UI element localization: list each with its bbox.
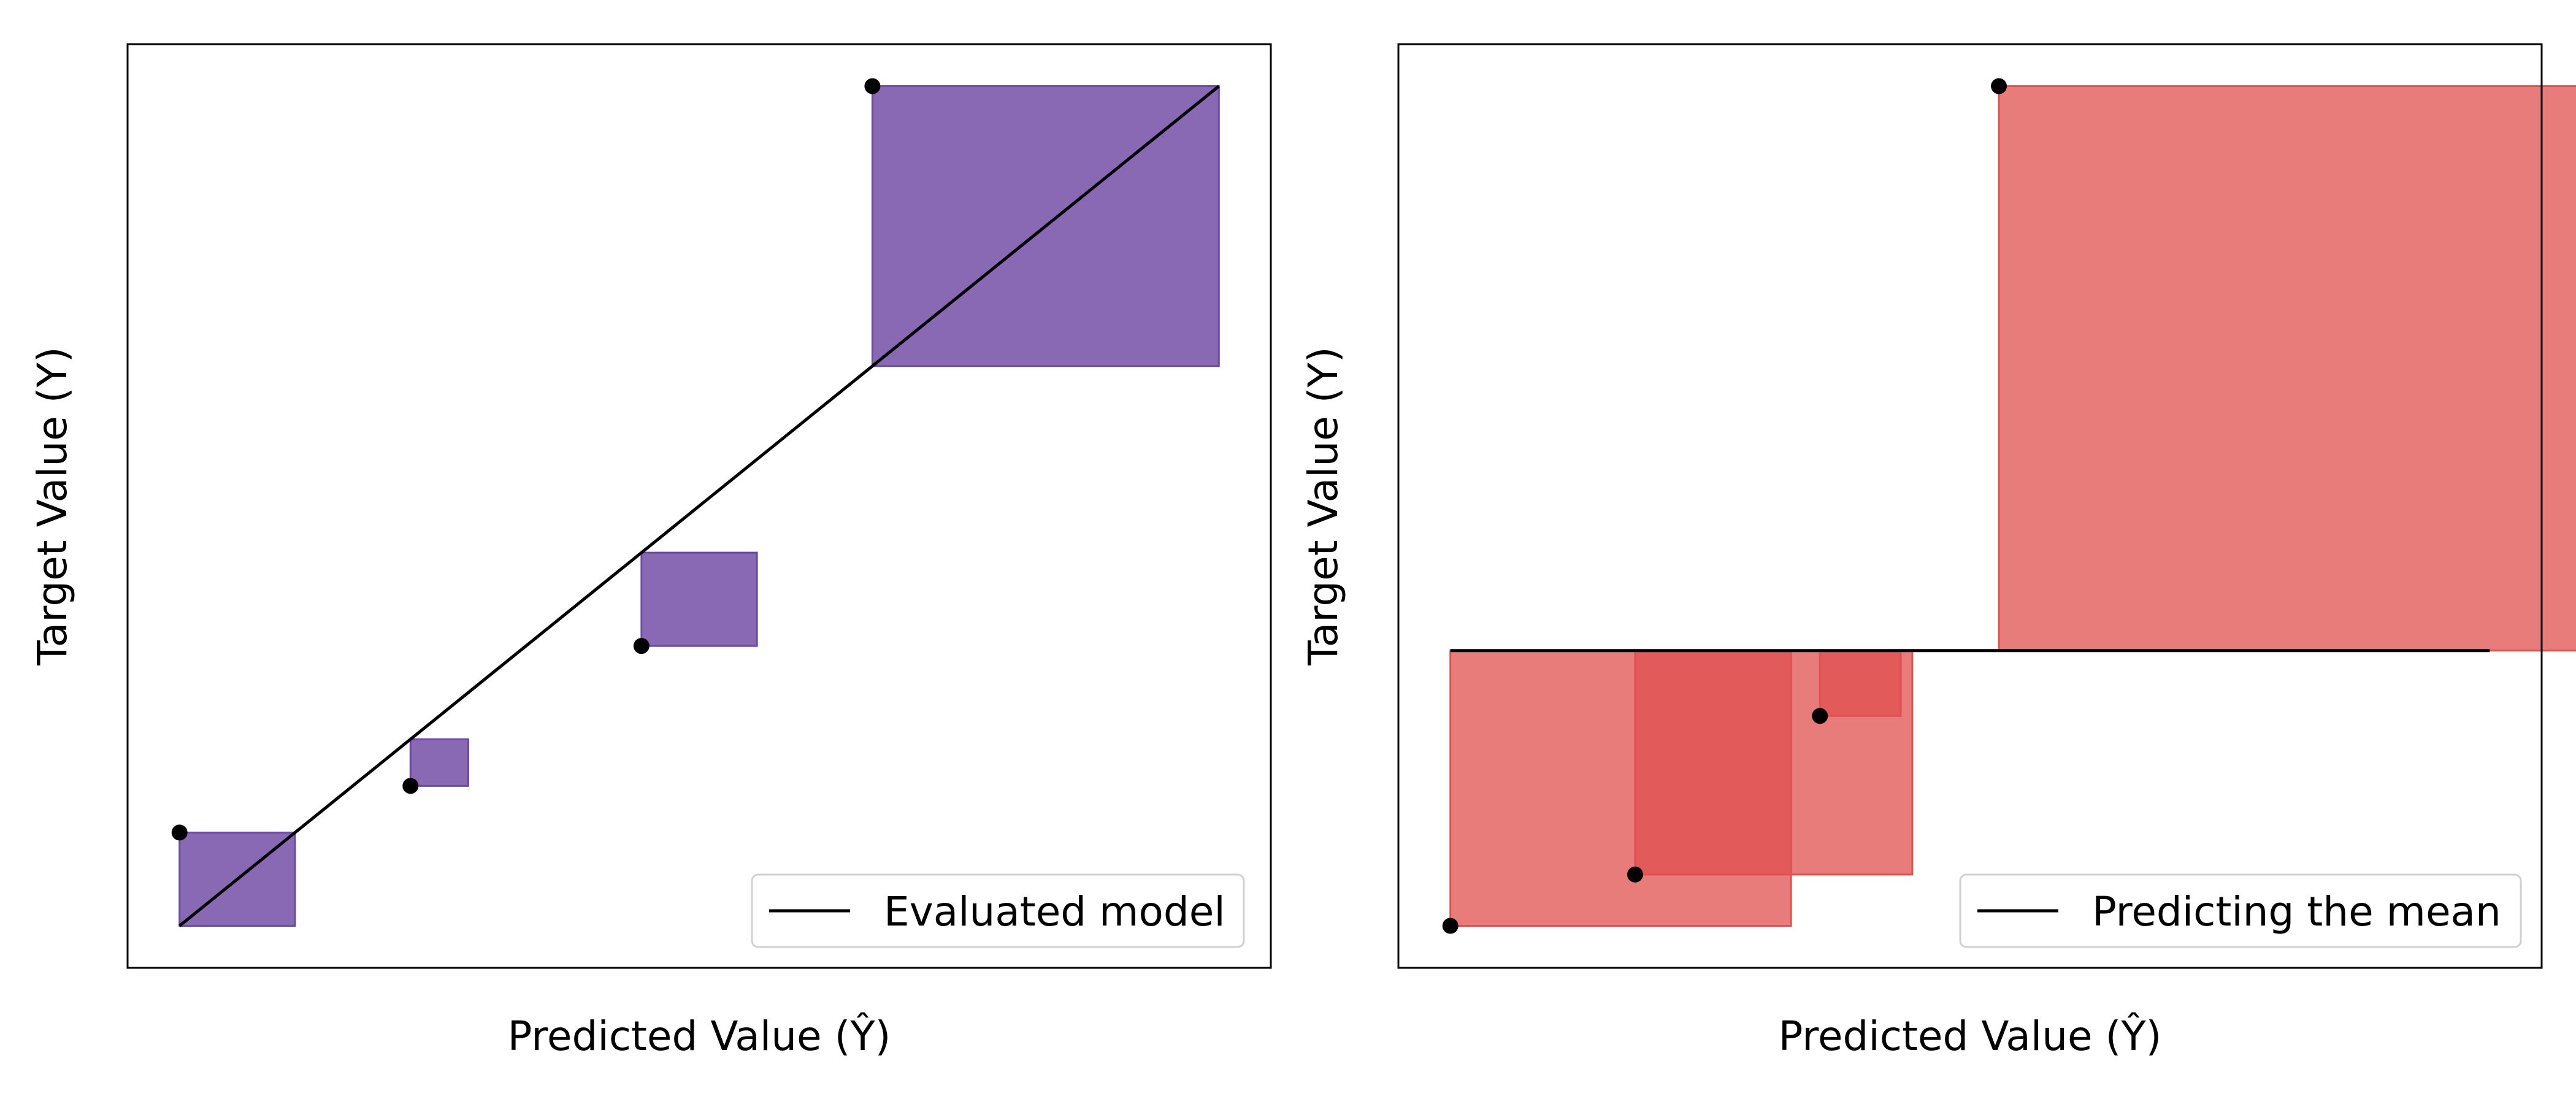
data-point-3 xyxy=(1812,708,1828,724)
squared-error-box-4 xyxy=(1998,85,2576,652)
y-axis-label: Target Value (Y) xyxy=(1300,347,1347,665)
legend-box xyxy=(1959,873,2522,948)
x-axis-label: Predicted Value (Ŷ) xyxy=(1779,1012,2162,1060)
legend: Predicting the mean xyxy=(1959,873,2522,948)
legend-label: Predicting the mean xyxy=(2092,888,2501,935)
data-point-2 xyxy=(1627,866,1643,883)
squared-error-box-3 xyxy=(1819,650,1902,717)
data-point-3 xyxy=(633,638,650,654)
data-point-4 xyxy=(1991,78,2007,94)
data-point-2 xyxy=(402,778,419,794)
y-axis-label: Target Value (Y) xyxy=(29,347,76,665)
squared-error-box-2 xyxy=(409,738,469,787)
x-axis-label: Predicted Value (Ŷ) xyxy=(508,1012,891,1060)
left-panel-evaluated-model: Evaluated model Predicted Value (Ŷ) Target… xyxy=(29,43,1272,1060)
axes-frame xyxy=(1397,43,2543,969)
legend-box xyxy=(751,873,1245,948)
data-point-1 xyxy=(1442,918,1459,934)
squared-error-box-3 xyxy=(640,551,758,647)
model-line xyxy=(178,85,1220,927)
data-point-1 xyxy=(171,824,188,841)
axes-frame xyxy=(126,43,1272,969)
legend-label: Evaluated model xyxy=(884,888,1225,935)
right-panel-predicting-mean: Predicting the mean Predicted Value (Ŷ) Ta… xyxy=(1300,43,2576,1060)
data-point-4 xyxy=(864,78,881,94)
legend: Evaluated model xyxy=(751,873,1245,948)
